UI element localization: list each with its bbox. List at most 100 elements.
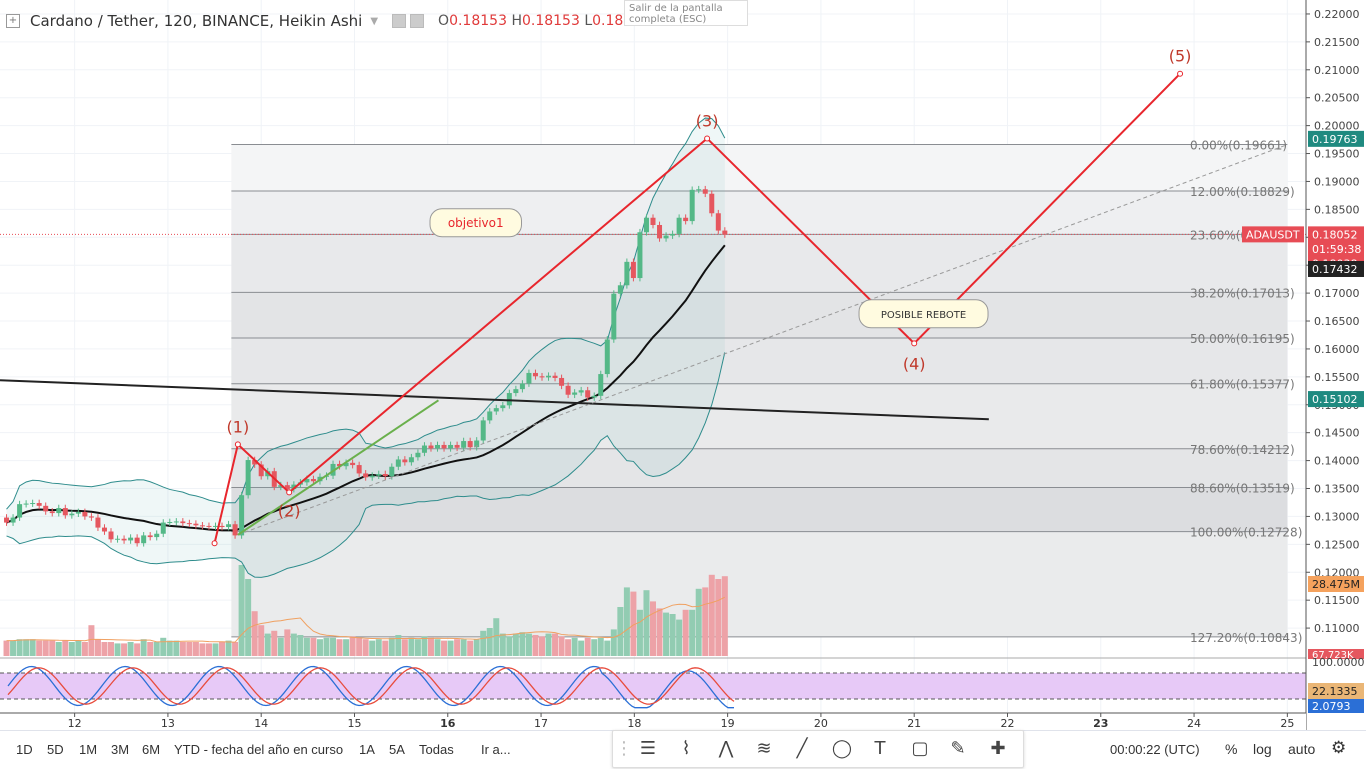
fib-level-label: 0.00%(0.19661) bbox=[1190, 139, 1287, 153]
candle-body bbox=[265, 471, 271, 477]
brush-icon[interactable]: ✎ bbox=[950, 738, 966, 759]
candle-body bbox=[304, 479, 310, 483]
range-6m[interactable]: 6M bbox=[142, 742, 161, 757]
expand-icon[interactable]: + bbox=[6, 14, 20, 28]
volume-bar bbox=[330, 637, 337, 656]
candle-body bbox=[604, 339, 610, 375]
volume-bar bbox=[525, 633, 532, 656]
range-5a[interactable]: 5A bbox=[389, 742, 405, 757]
volume-bar bbox=[382, 640, 389, 656]
chevron-down-icon[interactable]: ▼ bbox=[370, 15, 379, 27]
volume-bar bbox=[604, 640, 611, 656]
candle-body bbox=[193, 523, 199, 526]
percent-button[interactable]: % bbox=[1225, 741, 1238, 757]
volume-bar bbox=[591, 639, 598, 656]
stoch-k-badge: 2.0793 bbox=[1312, 700, 1351, 713]
candle-body bbox=[421, 445, 427, 453]
time-tick-label: 23 bbox=[1093, 717, 1108, 730]
drag-handle-icon[interactable]: ⋮ bbox=[615, 738, 633, 759]
wave-label: (4) bbox=[903, 354, 926, 373]
candle-body bbox=[258, 464, 264, 477]
volume-bar bbox=[545, 633, 552, 656]
price-badge-bg bbox=[1308, 241, 1364, 258]
range-all[interactable]: Todas bbox=[419, 742, 454, 757]
candle-body bbox=[141, 535, 147, 544]
volume-bar bbox=[23, 639, 30, 656]
settings-icon[interactable] bbox=[392, 14, 407, 28]
volume-bar bbox=[676, 619, 683, 656]
volume-bar bbox=[650, 601, 656, 656]
candle-body bbox=[676, 217, 682, 234]
abc-pattern-icon[interactable]: ⋀ bbox=[718, 738, 734, 759]
volume-bar bbox=[108, 642, 115, 656]
stoch-k-badge-bg bbox=[1308, 699, 1364, 713]
volume-bar bbox=[623, 587, 630, 656]
volume-bar bbox=[460, 639, 467, 656]
volume-bar bbox=[558, 636, 565, 656]
candle-body bbox=[330, 463, 336, 476]
candle-body bbox=[75, 511, 81, 514]
auto-button[interactable]: auto bbox=[1288, 741, 1316, 757]
candle-body bbox=[363, 473, 369, 478]
volume-bar bbox=[362, 639, 369, 656]
time-tick-label: 17 bbox=[534, 717, 548, 730]
range-1a[interactable]: 1A bbox=[359, 742, 375, 757]
callout-icon[interactable]: ◯ bbox=[831, 738, 853, 759]
symbol-title[interactable]: Cardano / Tether, 120, BINANCE, Heikin A… bbox=[30, 12, 363, 30]
range-5d[interactable]: 5D bbox=[47, 742, 64, 757]
candle-body bbox=[657, 224, 663, 239]
stoch-d-badge-bg bbox=[1308, 683, 1364, 699]
volume-bar bbox=[173, 640, 180, 656]
volume-bar bbox=[303, 637, 310, 656]
volume-bar bbox=[702, 587, 709, 656]
symbol-badge: ADAUSDT bbox=[1246, 228, 1300, 241]
price-tick-label: 0.19000 bbox=[1314, 175, 1360, 188]
time-tick-label: 22 bbox=[1000, 717, 1014, 730]
price-tick-label: 0.22000 bbox=[1314, 8, 1360, 21]
fib-level-label: 100.00%(0.12728) bbox=[1190, 526, 1302, 540]
trendline-icon[interactable]: ╱ bbox=[796, 738, 808, 759]
range-1d[interactable]: 1D bbox=[16, 742, 33, 757]
volume-bar bbox=[245, 579, 252, 656]
volume-bar bbox=[16, 639, 23, 656]
utc-clock[interactable]: 00:00:22 (UTC) bbox=[1110, 742, 1200, 757]
crosshair-icon[interactable]: ✚ bbox=[990, 738, 1006, 759]
elliott-wave-icon[interactable]: ⌇ bbox=[681, 738, 691, 759]
goto-date[interactable]: Ir a... bbox=[481, 742, 511, 757]
wave-label: (3) bbox=[696, 111, 719, 130]
volume-bar bbox=[114, 643, 121, 656]
candle-body bbox=[598, 374, 604, 396]
volume-bar bbox=[140, 639, 147, 656]
candle-body bbox=[337, 463, 343, 467]
volume-bar bbox=[36, 640, 43, 656]
text-icon[interactable]: T bbox=[874, 738, 886, 759]
volume-bar bbox=[441, 640, 448, 656]
volume-bar bbox=[94, 639, 101, 656]
rectangle-icon[interactable]: ▢ bbox=[911, 738, 929, 759]
time-tick-label: 15 bbox=[347, 717, 361, 730]
time-tick-label: 12 bbox=[68, 717, 82, 730]
price-tick-label: 0.13500 bbox=[1314, 483, 1360, 496]
candle-body bbox=[284, 485, 290, 490]
candle-body bbox=[147, 535, 153, 538]
hide-icon[interactable] bbox=[410, 14, 425, 28]
volume-bar bbox=[232, 642, 239, 656]
gear-icon[interactable]: ⚙ bbox=[1331, 738, 1347, 757]
volume-bar bbox=[421, 636, 428, 656]
range-1m[interactable]: 1M bbox=[79, 742, 98, 757]
volume-bar bbox=[414, 639, 421, 656]
stoch-d-badge: 22.1335 bbox=[1312, 685, 1358, 698]
volume-bar bbox=[356, 637, 363, 656]
candle-body bbox=[474, 440, 480, 448]
fib-retracement-icon[interactable]: ☰ bbox=[639, 738, 657, 759]
volume-bar bbox=[205, 643, 212, 656]
range-ytd[interactable]: YTD - fecha del año en curso bbox=[174, 742, 344, 757]
log-button[interactable]: log bbox=[1253, 741, 1272, 757]
volume-bar bbox=[3, 640, 10, 656]
range-3m[interactable]: 3M bbox=[111, 742, 130, 757]
candle-body bbox=[643, 217, 649, 233]
candle-body bbox=[526, 372, 532, 384]
volume-bar bbox=[512, 633, 519, 656]
fib-channel-icon[interactable]: ≋ bbox=[756, 738, 772, 759]
